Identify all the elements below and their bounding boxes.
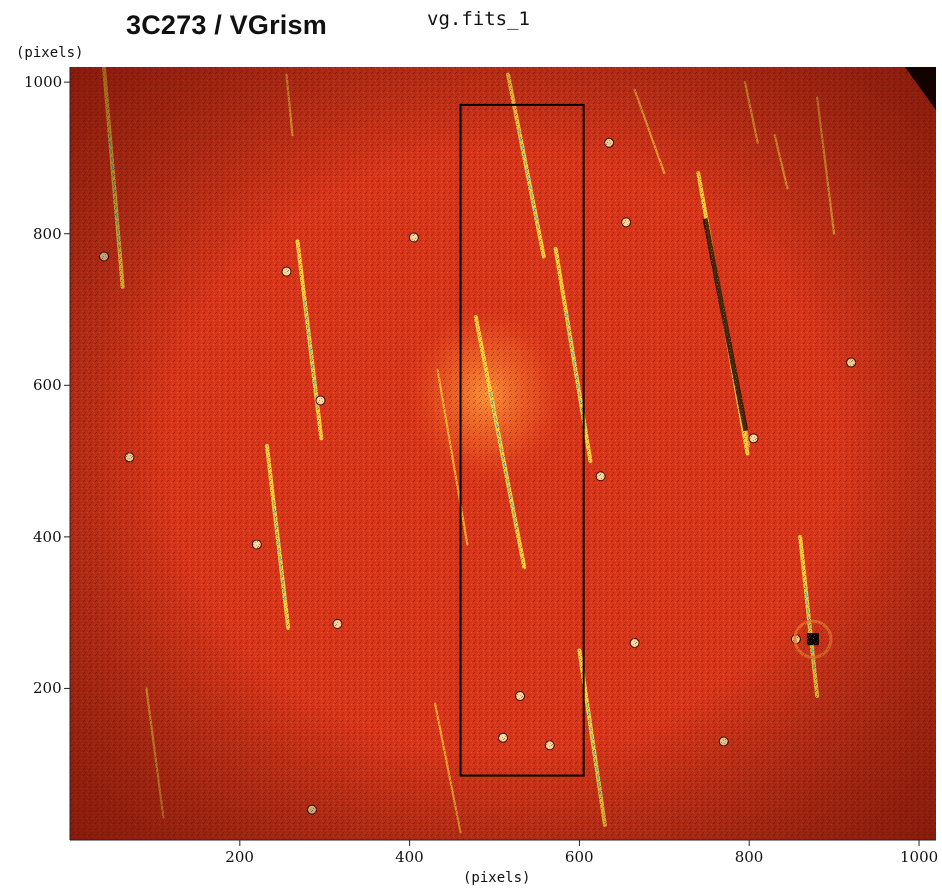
x-tick-label: 1000 (900, 848, 939, 866)
x-tick-label: 200 (225, 848, 254, 866)
y-tick-label: 200 (33, 679, 62, 698)
y-tick-label: 1000 (24, 73, 63, 92)
detector-image (70, 67, 936, 840)
extraction-box (459, 103, 585, 777)
y-axis-unit-label: (pixels) (16, 45, 84, 61)
x-tick-label: 800 (734, 848, 764, 866)
x-tick-label: 400 (395, 848, 424, 866)
x-axis-unit-label: (pixels) (463, 870, 531, 886)
y-tick-label: 400 (33, 527, 62, 546)
image-title: 3C273 / VGrism (126, 10, 327, 40)
dark-corner (905, 67, 936, 110)
y-tick-label: 800 (33, 224, 62, 243)
file-name: vg.fits_1 (427, 8, 530, 30)
x-tick-label: 600 (564, 848, 594, 866)
image-vignette (70, 67, 936, 840)
y-tick-label: 600 (33, 376, 62, 395)
ticks-layer (64, 81, 920, 846)
